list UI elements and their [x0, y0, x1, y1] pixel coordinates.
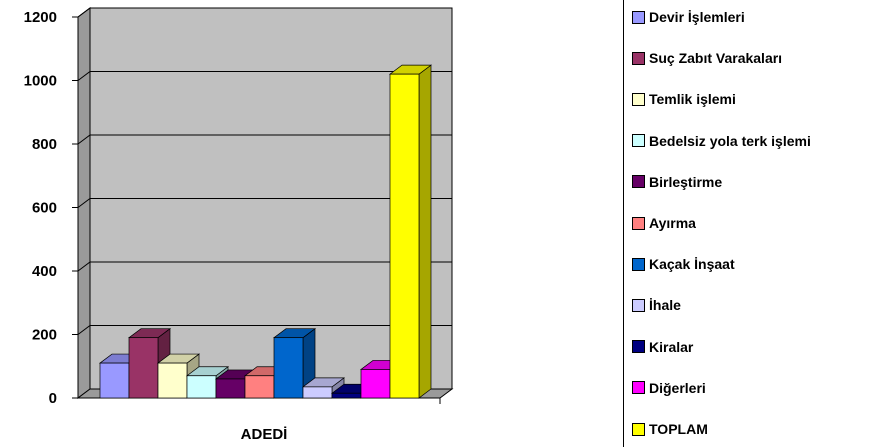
category-label: ADEDİ — [241, 426, 288, 443]
legend-label: Temlik işlemi — [649, 91, 736, 108]
legend-item: Temlik işlemi — [632, 89, 736, 109]
legend-swatch — [632, 51, 645, 65]
legend-item: Kaçak İnşaat — [632, 254, 735, 274]
y-tick-label: 1200 — [24, 9, 57, 26]
legend-swatch — [632, 92, 645, 106]
bar-chart: 0 200 400 600 800 1000 1200 ADEDİ — [24, 7, 454, 443]
y-tick-label: 400 — [32, 263, 57, 280]
legend-item: İhale — [632, 295, 681, 315]
legend-swatch — [632, 298, 645, 312]
gridline — [77, 325, 452, 335]
legend-item: Birleştirme — [632, 172, 722, 192]
legend-label: Kiralar — [649, 338, 694, 355]
legend-item: Devir İşlemleri — [632, 7, 745, 27]
legend-swatch — [632, 10, 645, 24]
legend-item: Ayırma — [632, 213, 696, 233]
bar-front — [331, 392, 362, 399]
legend-swatch — [632, 134, 645, 148]
y-tick-label: 600 — [32, 200, 57, 217]
legend-label: Bedelsiz yola terk işlemi — [649, 132, 811, 149]
bars — [98, 64, 433, 399]
bar-front — [389, 73, 420, 399]
bar-front — [360, 369, 391, 399]
gridline — [77, 71, 452, 81]
gridline — [77, 7, 452, 18]
y-tick-label: 800 — [32, 136, 57, 153]
bar-front — [157, 362, 188, 399]
bar-front — [273, 337, 304, 399]
bar-front — [99, 362, 130, 399]
y-tick-label: 1000 — [24, 73, 57, 90]
y-tick-label: 0 — [49, 390, 57, 407]
bar-front — [215, 378, 246, 399]
legend-label: Kaçak İnşaat — [649, 256, 735, 273]
grid-lines — [77, 7, 452, 335]
legend-label: İhale — [649, 297, 681, 314]
legend-item: Bedelsiz yola terk işlemi — [632, 131, 811, 151]
bar-side — [418, 64, 432, 399]
legend-swatch — [632, 175, 645, 189]
legend-swatch — [632, 422, 645, 436]
legend-swatch — [632, 381, 645, 395]
gridline — [77, 198, 452, 208]
gridline — [77, 134, 452, 145]
legend-label: Ayırma — [649, 215, 696, 231]
legend-item: Kiralar — [632, 337, 693, 357]
y-tick-label: 200 — [32, 327, 57, 344]
legend-item: Suç Zabıt Varakaları — [632, 48, 782, 68]
bar-front — [128, 337, 159, 399]
legend-item: TOPLAM — [632, 419, 708, 439]
bar — [301, 377, 346, 399]
legend-label: Birleştirme — [649, 173, 723, 190]
bar-front — [302, 386, 333, 399]
legend-label: TOPLAM — [649, 421, 708, 437]
bar-front — [244, 375, 275, 399]
gridline — [77, 261, 452, 272]
legend-swatch — [632, 257, 645, 271]
legend-label: Suç Zabıt Varakaları — [649, 50, 783, 67]
legend: Devir İşlemleri Suç Zabıt Varakaları Temli… — [623, 0, 874, 447]
legend-label: Devir İşlemleri — [649, 9, 745, 25]
legend-swatch — [632, 340, 645, 354]
bar — [388, 64, 433, 399]
legend-label: Diğerleri — [649, 379, 706, 396]
legend-item: Diğerleri — [632, 378, 706, 398]
legend-swatch — [632, 216, 645, 230]
bar-front — [186, 375, 217, 399]
